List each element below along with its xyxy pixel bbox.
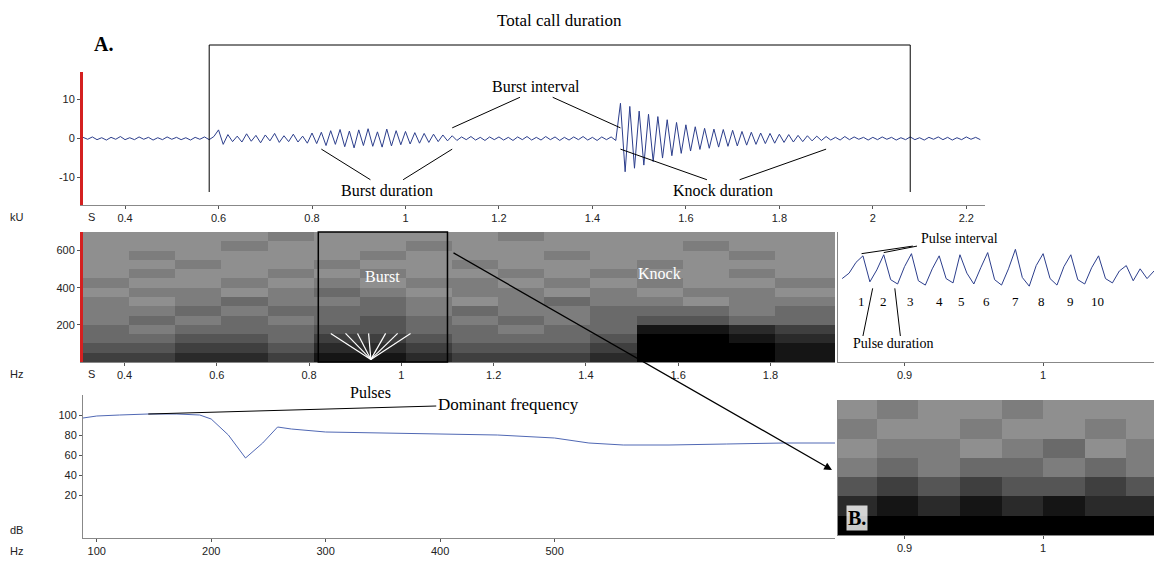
svg-text:3: 3	[907, 294, 914, 309]
svg-text:10: 10	[1091, 294, 1104, 309]
svg-text:1: 1	[858, 294, 865, 309]
svg-text:80: 80	[65, 429, 77, 441]
svg-text:Dominant frequency: Dominant frequency	[438, 395, 579, 414]
svg-text:Knock duration: Knock duration	[673, 182, 773, 199]
svg-text:1: 1	[1040, 542, 1046, 554]
svg-text:600: 600	[56, 244, 74, 256]
svg-text:0.6: 0.6	[209, 369, 224, 381]
svg-text:Burst duration: Burst duration	[341, 182, 433, 199]
svg-text:400: 400	[431, 545, 449, 557]
svg-text:1.2: 1.2	[491, 212, 506, 224]
svg-text:1.8: 1.8	[772, 212, 787, 224]
svg-text:kU: kU	[10, 211, 24, 223]
svg-text:Total call duration: Total call duration	[497, 11, 622, 30]
svg-text:200: 200	[202, 545, 220, 557]
svg-text:1.8: 1.8	[763, 369, 778, 381]
svg-text:1.4: 1.4	[578, 369, 593, 381]
svg-text:1.6: 1.6	[670, 369, 685, 381]
svg-text:Hz: Hz	[10, 545, 23, 557]
svg-text:0.8: 0.8	[304, 212, 319, 224]
svg-text:200: 200	[56, 319, 74, 331]
svg-text:0.8: 0.8	[301, 369, 316, 381]
svg-text:2: 2	[880, 294, 887, 309]
svg-text:1.2: 1.2	[486, 369, 501, 381]
svg-text:1: 1	[402, 212, 408, 224]
svg-text:Pulse interval: Pulse interval	[921, 231, 998, 246]
svg-text:0.4: 0.4	[117, 212, 132, 224]
svg-text:Pulses: Pulses	[350, 384, 391, 401]
svg-text:10: 10	[63, 93, 75, 105]
svg-text:300: 300	[316, 545, 334, 557]
svg-text:60: 60	[65, 449, 77, 461]
svg-text:0.4: 0.4	[117, 369, 132, 381]
svg-text:1: 1	[1040, 369, 1046, 381]
svg-text:5: 5	[958, 294, 965, 309]
svg-text:4: 4	[936, 294, 943, 309]
svg-text:400: 400	[56, 282, 74, 294]
svg-text:8: 8	[1038, 294, 1045, 309]
svg-text:2.2: 2.2	[959, 212, 974, 224]
svg-text:Burst interval: Burst interval	[492, 78, 580, 95]
svg-text:dB: dB	[10, 524, 23, 536]
svg-text:0.9: 0.9	[897, 369, 912, 381]
svg-text:20: 20	[65, 489, 77, 501]
svg-text:1.6: 1.6	[678, 212, 693, 224]
svg-text:500: 500	[545, 545, 563, 557]
svg-text:S: S	[88, 368, 95, 380]
svg-text:B.: B.	[848, 507, 866, 529]
svg-text:A.: A.	[94, 33, 113, 55]
svg-text:Hz: Hz	[10, 368, 23, 380]
svg-text:1: 1	[398, 369, 404, 381]
svg-text:0.9: 0.9	[897, 542, 912, 554]
svg-text:0.6: 0.6	[211, 212, 226, 224]
svg-text:9: 9	[1067, 294, 1074, 309]
svg-text:40: 40	[65, 469, 77, 481]
svg-text:Knock: Knock	[638, 265, 681, 282]
svg-text:7: 7	[1012, 294, 1019, 309]
svg-text:Burst: Burst	[365, 268, 400, 285]
svg-text:0: 0	[69, 132, 75, 144]
svg-text:100: 100	[88, 545, 106, 557]
svg-text:Pulse duration: Pulse duration	[853, 336, 934, 351]
svg-text:2: 2	[870, 212, 876, 224]
svg-text:S: S	[88, 211, 95, 223]
svg-text:-10: -10	[59, 171, 75, 183]
svg-text:6: 6	[983, 294, 990, 309]
svg-text:100: 100	[58, 409, 76, 421]
svg-text:1.4: 1.4	[585, 212, 600, 224]
